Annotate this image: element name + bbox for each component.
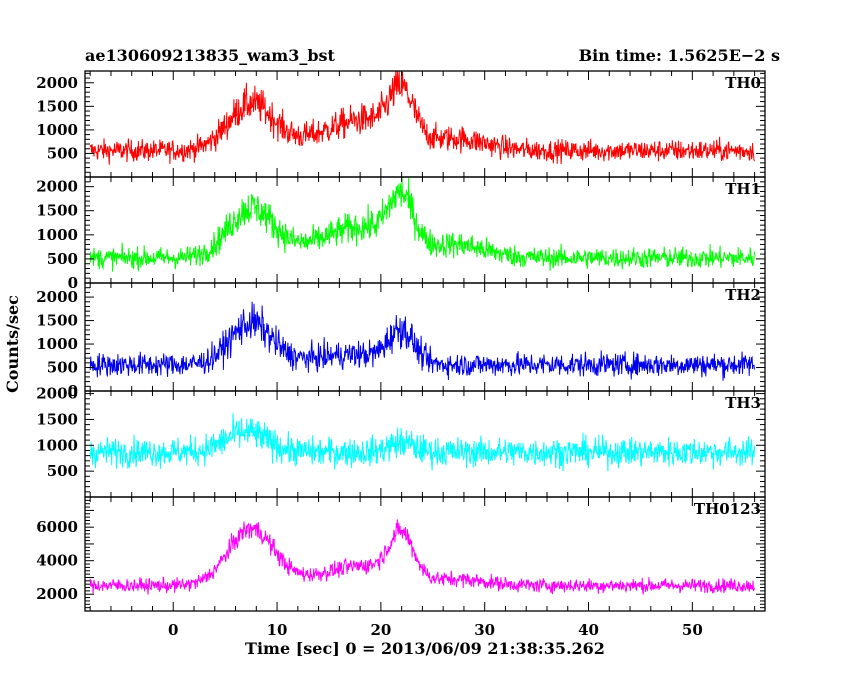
y-tick-label: 1500 xyxy=(36,410,78,428)
x-axis-label: Time [sec] 0 = 2013/06/09 21:38:35.262 xyxy=(245,639,605,658)
panel-label: TH0123 xyxy=(694,500,761,518)
chart-title: ae130609213835_wam3_bst xyxy=(85,46,336,65)
panel-label: TH2 xyxy=(725,286,761,304)
x-tick-label: 40 xyxy=(578,621,599,639)
x-tick-label: 50 xyxy=(682,621,703,639)
y-tick-label: 1500 xyxy=(36,312,78,330)
panel-label: TH0 xyxy=(725,74,761,92)
y-tick-label: 6000 xyxy=(36,518,78,536)
series-th0 xyxy=(89,71,755,165)
panel-frame xyxy=(84,496,766,612)
y-tick-label: 1000 xyxy=(36,226,78,244)
y-tick-label: 1500 xyxy=(36,202,78,220)
y-tick-label: 1000 xyxy=(36,121,78,139)
series-th3 xyxy=(89,413,755,472)
y-axis-label: Counts/sec xyxy=(3,295,22,393)
panel-th2: 0 500 1000 1500 2000 TH2 xyxy=(36,282,766,400)
series-th0123 xyxy=(89,519,755,595)
y-tick-label: 2000 xyxy=(36,178,78,196)
y-tick-label: 2000 xyxy=(36,385,78,403)
panel-th1: 0 500 1000 1500 2000 TH1 xyxy=(36,176,766,292)
x-tick-label: 30 xyxy=(474,621,495,639)
panel-th0123: 2000 4000 6000 TH0123 xyxy=(36,496,766,612)
y-tick-label: 1000 xyxy=(36,436,78,454)
y-tick-label: 0 xyxy=(68,382,78,400)
x-tick-label: 20 xyxy=(370,621,391,639)
y-tick-label: 500 xyxy=(47,359,78,377)
y-tick-label: 0 xyxy=(68,274,78,292)
x-tick-label: 10 xyxy=(267,621,288,639)
x-tick-label: 0 xyxy=(168,621,178,639)
panel-label: TH1 xyxy=(725,180,761,198)
panel-th0: 500 1000 1500 2000 TH0 xyxy=(36,70,766,178)
panel-th3: 500 1000 1500 2000 TH3 xyxy=(36,385,766,498)
y-tick-label: 500 xyxy=(47,250,78,268)
series-th1 xyxy=(89,177,755,272)
panel-frame xyxy=(84,70,766,178)
y-tick-label: 2000 xyxy=(36,288,78,306)
bin-time-label: Bin time: 1.5625E−2 s xyxy=(579,46,780,65)
y-tick-label: 500 xyxy=(47,462,78,480)
y-tick-label: 1500 xyxy=(36,97,78,115)
y-tick-label: 4000 xyxy=(36,552,78,570)
y-tick-label: 500 xyxy=(47,144,78,162)
y-tick-label: 1000 xyxy=(36,335,78,353)
panel-frame xyxy=(84,282,766,392)
y-tick-label: 2000 xyxy=(36,74,78,92)
panel-label: TH3 xyxy=(725,394,761,412)
y-tick-label: 2000 xyxy=(36,585,78,603)
series-th2 xyxy=(89,301,755,381)
